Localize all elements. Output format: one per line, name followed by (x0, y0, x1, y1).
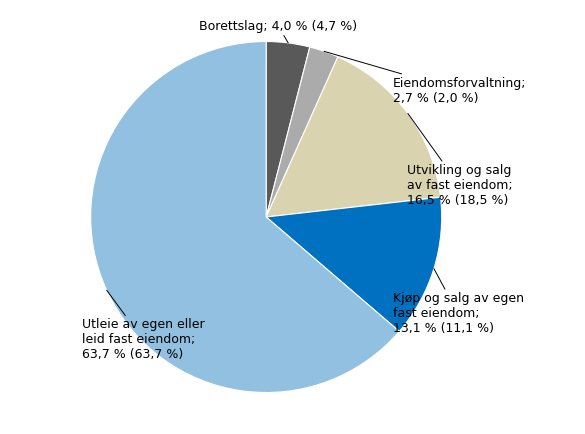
Text: Eiendomsforvaltning;
2,7 % (2,0 %): Eiendomsforvaltning; 2,7 % (2,0 %) (324, 51, 526, 105)
Text: Kjøp og salg av egen
fast eiendom;
13,1 % (11,1 %): Kjøp og salg av egen fast eiendom; 13,1 … (393, 269, 524, 335)
Wedge shape (266, 42, 310, 217)
Wedge shape (91, 42, 400, 392)
Wedge shape (266, 47, 338, 217)
Text: Utvikling og salg
av fast eiendom;
16,5 % (18,5 %): Utvikling og salg av fast eiendom; 16,5 … (407, 113, 512, 207)
Text: Utleie av egen eller
leid fast eiendom;
63,7 % (63,7 %): Utleie av egen eller leid fast eiendom; … (82, 290, 205, 362)
Wedge shape (266, 57, 441, 217)
Text: Borettslag; 4,0 % (4,7 %): Borettslag; 4,0 % (4,7 %) (199, 20, 357, 43)
Wedge shape (266, 197, 442, 332)
